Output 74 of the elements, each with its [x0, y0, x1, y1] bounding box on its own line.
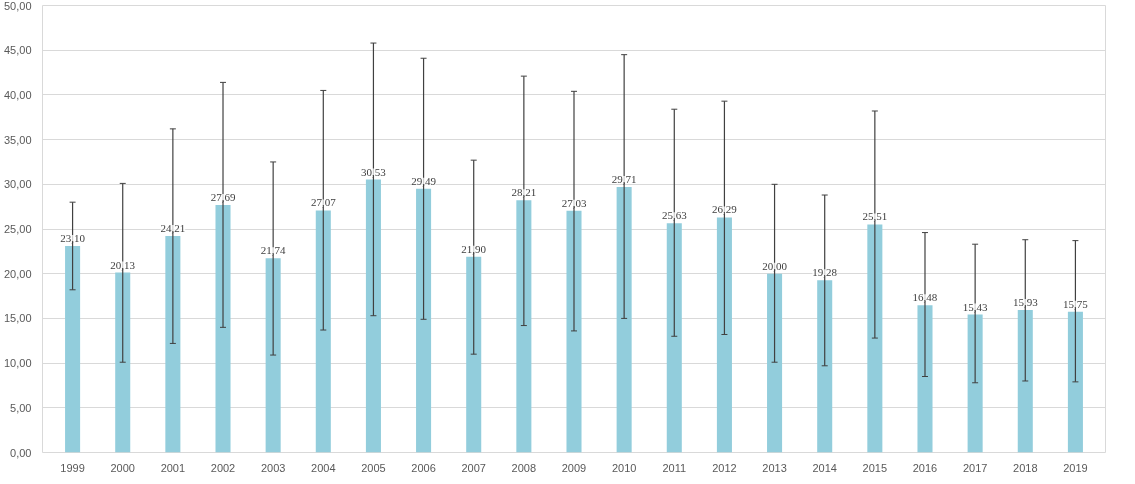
x-tick-label: 2009: [561, 461, 587, 474]
bar: [666, 223, 682, 453]
data-label: 15,43: [962, 300, 989, 313]
x-tick-label: 2003: [260, 461, 286, 474]
x-tick-label: 2005: [361, 461, 386, 474]
data-label: 21,90: [461, 242, 487, 255]
x-tick-label: 2016: [912, 461, 938, 474]
y-tick-label: 30,00: [3, 178, 32, 191]
bar: [767, 273, 783, 453]
data-label: 27,07: [310, 196, 337, 209]
y-tick-label: 10,00: [3, 357, 32, 370]
bar: [215, 204, 231, 453]
bar: [115, 272, 131, 453]
x-tick-label: 2010: [611, 461, 637, 474]
x-tick-label: 2007: [461, 461, 486, 474]
x-tick-label: 2002: [210, 461, 236, 474]
y-tick-label: 25,00: [3, 223, 32, 235]
bar: [1017, 310, 1033, 453]
x-tick-label: 2014: [812, 461, 837, 474]
x-tick-label: 2008: [511, 461, 537, 474]
bar: [416, 188, 432, 453]
data-label: 21,74: [260, 244, 287, 257]
data-label: 15,75: [1063, 297, 1089, 310]
bar: [867, 224, 883, 453]
bar: [516, 200, 532, 453]
y-tick-label: 35,00: [3, 133, 32, 146]
bar: [365, 179, 381, 453]
data-label: 29,71: [611, 172, 637, 185]
bar: [566, 210, 582, 453]
x-tick-label: 2004: [311, 461, 336, 474]
y-tick-label: 5,00: [10, 401, 32, 414]
data-label: 19,28: [812, 266, 838, 279]
x-tick-label: 2011: [662, 461, 687, 474]
x-tick-label: 2000: [110, 461, 135, 474]
bar: [315, 210, 331, 453]
x-tick-label: 2018: [1013, 461, 1038, 474]
bar: [165, 236, 181, 453]
x-tick-label: 2017: [962, 461, 988, 474]
data-label: 25,63: [661, 209, 688, 222]
bar: [917, 305, 933, 453]
bar: [716, 217, 732, 453]
data-label: 28,21: [511, 186, 537, 199]
x-tick-label: 2013: [762, 461, 787, 474]
data-label: 27,03: [561, 196, 587, 209]
bar: [1067, 311, 1083, 453]
data-label: 24,21: [160, 222, 186, 235]
data-label: 25,51: [862, 210, 888, 223]
bar: [967, 314, 983, 453]
bar: [817, 280, 833, 453]
data-label: 20,00: [762, 259, 788, 272]
x-tick-label: 2015: [862, 461, 888, 474]
x-tick-label: 2006: [411, 461, 436, 474]
data-label: 27,69: [210, 190, 236, 203]
y-tick-label: 50,00: [3, 0, 32, 12]
data-label: 15,93: [1012, 296, 1039, 309]
bar: [616, 186, 632, 453]
x-tick-label: 2001: [160, 461, 186, 474]
x-tick-label: 2012: [712, 461, 737, 474]
data-label: 29,49: [411, 174, 437, 187]
data-label: 20,13: [110, 258, 136, 271]
data-label: 16,48: [912, 291, 938, 304]
y-tick-label: 40,00: [3, 88, 32, 101]
data-label: 23,10: [60, 231, 86, 244]
bar: [466, 256, 482, 453]
y-tick-label: 45,00: [3, 44, 32, 57]
data-label: 26,29: [712, 203, 738, 216]
y-tick-label: 15,00: [3, 312, 32, 325]
bar: [65, 245, 81, 453]
x-tick-label: 2019: [1063, 461, 1088, 474]
x-tick-label: 1999: [60, 461, 85, 474]
bar: [265, 258, 281, 453]
y-tick-label: 0,00: [10, 446, 32, 459]
data-label: 30,53: [361, 165, 387, 178]
y-tick-label: 20,00: [3, 267, 32, 280]
